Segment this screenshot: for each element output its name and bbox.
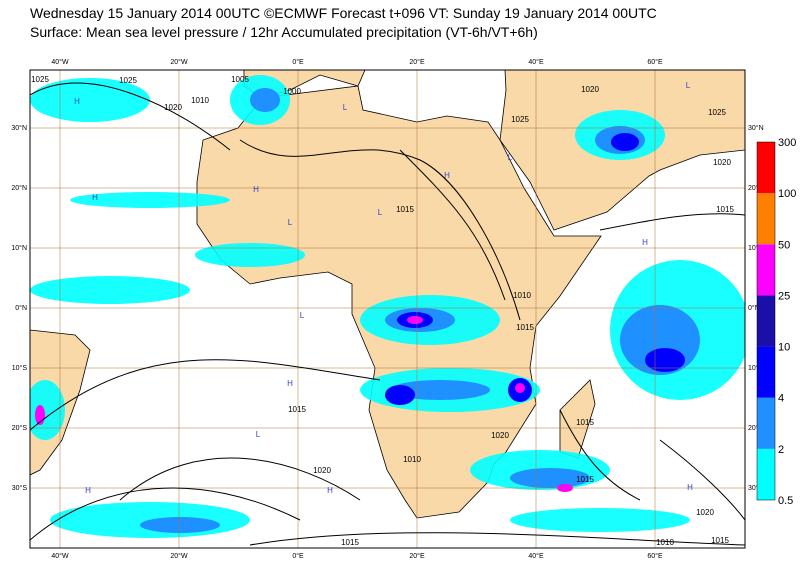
pressure-center: L <box>686 81 691 90</box>
isobar-label: 1020 <box>696 508 714 517</box>
legend-swatch <box>757 244 775 296</box>
lat-label: 30°N <box>748 124 764 132</box>
lat-label: 0°N <box>15 304 27 312</box>
legend: 0.5 2 4 10 25 50 100 300 <box>756 137 796 507</box>
isobar-label: 1015 <box>288 405 306 414</box>
legend-level: 300 <box>778 137 796 149</box>
axis-labels: 40°W 40°W 20°W 20°W 0°E 0°E 20°E 20°E 40°E 40°E 60… <box>11 58 763 560</box>
legend-level: 2 <box>778 444 784 456</box>
pressure-center: H <box>74 97 80 106</box>
legend-swatch <box>757 295 775 347</box>
isobars <box>30 82 745 546</box>
legend-swatch <box>757 448 775 500</box>
legend-level: 4 <box>778 393 784 405</box>
lon-label: 40°W <box>51 58 69 66</box>
map <box>30 70 745 548</box>
legend-swatch <box>757 346 775 398</box>
pressure-center: L <box>508 153 513 162</box>
pressure-center: H <box>85 486 91 495</box>
isobar-label: 1020 <box>313 466 331 475</box>
isobar-label: 1000 <box>283 87 301 96</box>
header-line: Wednesday 15 January 2014 00UTC ©ECMWF F… <box>30 5 657 21</box>
legend-level: 50 <box>778 239 790 251</box>
isobar-label: 1015 <box>711 536 729 545</box>
lon-label: 40°E <box>528 58 544 66</box>
isobar-label: 1025 <box>31 75 49 84</box>
isobar-label: 1010 <box>191 96 209 105</box>
lat-label: 30°N <box>11 124 27 132</box>
lat-label: 20°N <box>748 184 764 192</box>
lon-label: 0°E <box>292 58 304 66</box>
graticule <box>30 70 745 548</box>
isobar-label: 1025 <box>119 76 137 85</box>
precipitation <box>30 75 745 538</box>
pressure-center: L <box>288 218 293 227</box>
legend-level: 0.5 <box>778 495 793 507</box>
legend-level: 100 <box>778 188 796 200</box>
lat-label: 10°S <box>748 364 764 372</box>
isobar-label: 1010 <box>403 455 421 464</box>
legend-swatch <box>757 193 775 245</box>
legend-frame <box>756 141 776 501</box>
isobar-label: 1015 <box>576 475 594 484</box>
lat-label: 10°N <box>11 244 27 252</box>
pressure-center: H <box>253 185 259 194</box>
lon-label: 20°W <box>170 58 188 66</box>
isobar-label: 1015 <box>341 538 359 547</box>
pressure-center: L <box>300 311 305 320</box>
pressure-center: H <box>642 238 648 247</box>
lat-label: 30°S <box>748 484 764 492</box>
isobar-label: 1015 <box>516 323 534 332</box>
isobar-label: 1020 <box>581 85 599 94</box>
pressure-center: L <box>256 430 261 439</box>
lon-label: 60°E <box>647 58 663 66</box>
lat-label: 20°S <box>748 424 764 432</box>
pressure-center: H <box>687 483 693 492</box>
isobar-label: 1020 <box>491 431 509 440</box>
pressure-center: L <box>378 208 383 217</box>
pressure-center: H <box>92 193 98 202</box>
isobar-label: 1020 <box>164 103 182 112</box>
lat-label: 10°N <box>748 244 764 252</box>
lon-label: 0°E <box>292 552 304 560</box>
isobar-label: 1005 <box>231 75 249 84</box>
map-frame <box>29 69 746 549</box>
isobar-label: 1020 <box>713 158 731 167</box>
pressure-center: H <box>327 486 333 495</box>
lon-label: 40°E <box>528 552 544 560</box>
pressure-center: H <box>287 379 293 388</box>
pressure-center: L <box>343 103 348 112</box>
isobar-labels: 1025 1025 1010 1005 1000 1020 1025 1020 1025 1020… <box>31 75 734 547</box>
lon-label: 60°E <box>647 552 663 560</box>
pressure-centers: H L H L H L L H L H H L H H L H <box>74 81 693 495</box>
legend-swatch <box>757 397 775 449</box>
isobar-label: 1015 <box>716 205 734 214</box>
lat-label: 20°S <box>12 424 28 432</box>
lon-label: 20°W <box>170 552 188 560</box>
isobar-label: 1025 <box>708 108 726 117</box>
pressure-center: H <box>444 171 450 180</box>
legend-level: 25 <box>778 290 790 302</box>
lat-label: 30°S <box>12 484 28 492</box>
lat-label: 0°N <box>748 304 760 312</box>
isobar-label: 1010 <box>656 538 674 547</box>
lon-label: 20°E <box>409 58 425 66</box>
isobar-label: 1025 <box>511 115 529 124</box>
lon-label: 40°W <box>51 552 69 560</box>
isobar-label: 1015 <box>396 205 414 214</box>
lat-label: 10°S <box>12 364 28 372</box>
legend-level: 10 <box>778 342 790 354</box>
header-line: Surface: Mean sea level pressure / 12hr … <box>30 24 538 40</box>
legend-swatch <box>757 142 775 194</box>
isobar-label: 1010 <box>513 291 531 300</box>
lon-label: 20°E <box>409 552 425 560</box>
isobar-label: 1015 <box>576 418 594 427</box>
lat-label: 20°N <box>11 184 27 192</box>
